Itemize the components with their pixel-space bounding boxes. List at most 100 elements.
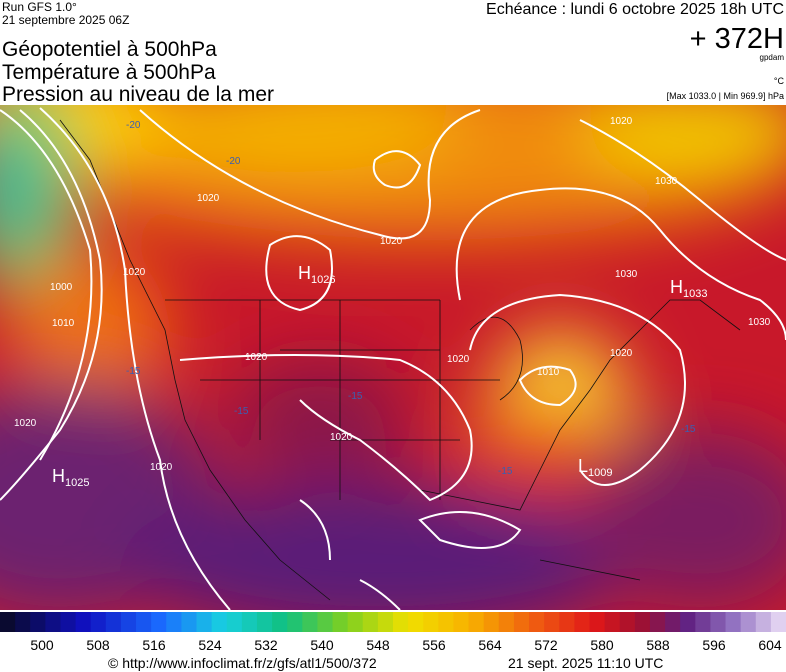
colorbar-swatch bbox=[619, 612, 636, 632]
isobar-label: 1020 bbox=[14, 418, 37, 429]
temperature-label: -15 bbox=[234, 406, 249, 417]
pressure-range: [Max 1033.0 | Min 969.9] hPa bbox=[667, 91, 784, 101]
isobar-label: 1010 bbox=[537, 367, 560, 378]
temperature-labels: -20 -20 -15 -15 -15 -15 -15 bbox=[126, 120, 696, 477]
center-value: 1025 bbox=[65, 477, 89, 489]
colorbar-swatch bbox=[574, 612, 590, 632]
colorbar-label: 596 bbox=[702, 637, 726, 653]
isobar-label: 1020 bbox=[123, 267, 146, 278]
colorbar-swatch bbox=[75, 612, 92, 632]
colorbar-swatch bbox=[453, 612, 470, 632]
colorbar-swatch bbox=[332, 612, 349, 632]
center-type: H bbox=[52, 466, 65, 486]
colorbar-swatch bbox=[196, 612, 213, 632]
isobar-label: 1020 bbox=[330, 432, 353, 443]
timestamp: 21 sept. 2025 11:10 UTC bbox=[508, 655, 663, 671]
map: 1020 1020 1020 1000 1010 1020 1020 1020 … bbox=[0, 105, 786, 610]
colorbar-label: 604 bbox=[758, 637, 782, 653]
colorbar-swatch bbox=[45, 612, 61, 632]
colorbar-swatch bbox=[755, 612, 772, 632]
colorbar-swatch bbox=[423, 612, 439, 632]
valid-time: Echéance : lundi 6 octobre 2025 18h UTC bbox=[486, 1, 784, 18]
pressure-center: H1033 bbox=[670, 277, 707, 300]
isobars bbox=[0, 107, 786, 610]
field-title: Géopotentiel à 500hPa bbox=[2, 38, 217, 61]
colorbar-swatch bbox=[136, 612, 152, 632]
colorbar-swatch bbox=[302, 612, 318, 632]
colorbar-swatch bbox=[166, 612, 182, 632]
colorbar-swatch bbox=[770, 612, 786, 632]
colorbar-swatch bbox=[105, 612, 122, 632]
center-type: L bbox=[578, 456, 588, 476]
colorbar: 500 508 516 524 532 540 548 556 564 572 580 588 596 6… bbox=[0, 612, 786, 653]
colorbar-swatch bbox=[710, 612, 727, 632]
colorbar-swatch bbox=[498, 612, 515, 632]
isobar-label: 1020 bbox=[610, 348, 633, 359]
temperature-label: -15 bbox=[348, 391, 363, 402]
center-value: 1026 bbox=[311, 274, 335, 286]
colorbar-label: 524 bbox=[198, 637, 222, 653]
center-type: H bbox=[670, 277, 683, 297]
pressure-centers: H1026 H1033 H1025 L1009 bbox=[52, 263, 707, 489]
pressure-center: H1025 bbox=[52, 466, 89, 489]
header: Run GFS 1.0° 21 septembre 2025 06Z Géopo… bbox=[2, 0, 784, 106]
colorbar-swatch bbox=[181, 612, 197, 632]
colorbar-label: 564 bbox=[478, 637, 502, 653]
run-date: 21 septembre 2025 06Z bbox=[2, 13, 129, 27]
colorbar-swatch bbox=[211, 612, 228, 632]
colorbar-swatch bbox=[544, 612, 560, 632]
colorbar-swatch bbox=[60, 612, 77, 632]
colorbar-label: 548 bbox=[366, 637, 390, 653]
colorbar-label: 588 bbox=[646, 637, 670, 653]
colorbar-swatch bbox=[649, 612, 666, 632]
colorbar-swatch bbox=[559, 612, 575, 632]
isobar-label: 1010 bbox=[52, 318, 75, 329]
isobar-label: 1020 bbox=[610, 116, 633, 127]
temperature-label: -15 bbox=[126, 366, 141, 377]
isobar-label: 1020 bbox=[245, 352, 268, 363]
colorbar-swatch bbox=[256, 612, 273, 632]
colorbar-swatch bbox=[347, 612, 364, 632]
colorbar-label: 580 bbox=[590, 637, 614, 653]
field-title: Température à 500hPa bbox=[2, 61, 216, 84]
colorbar-swatch bbox=[589, 612, 606, 632]
colorbar-swatch bbox=[90, 612, 107, 632]
colorbar-swatch bbox=[740, 612, 757, 632]
isobar-label: 1020 bbox=[197, 193, 220, 204]
colorbar-label: 540 bbox=[310, 637, 334, 653]
colorbar-swatch bbox=[287, 612, 303, 632]
colorbar-swatch bbox=[0, 612, 16, 632]
unit-geo: gpdam bbox=[760, 53, 785, 62]
temperature-field bbox=[0, 105, 786, 610]
isobar-labels: 1020 1020 1020 1000 1010 1020 1020 1020 … bbox=[14, 116, 771, 473]
colorbar-swatch bbox=[151, 612, 167, 632]
colorbar-label: 508 bbox=[86, 637, 110, 653]
colorbar-label: 572 bbox=[534, 637, 558, 653]
center-value: 1009 bbox=[588, 467, 612, 479]
temperature-label: -20 bbox=[126, 120, 141, 131]
colorbar-swatch bbox=[30, 612, 46, 632]
isobar-label: 1020 bbox=[380, 236, 403, 247]
colorbar-swatch bbox=[362, 612, 379, 632]
isobar-label: 1030 bbox=[748, 317, 771, 328]
isobar-label: 1020 bbox=[150, 462, 173, 473]
isobar-label: 1000 bbox=[50, 282, 73, 293]
run: Run GFS 1.0° bbox=[2, 0, 77, 14]
colorbar-swatch bbox=[393, 612, 409, 632]
colorbar-swatch bbox=[483, 612, 500, 632]
colorbar-swatch bbox=[513, 612, 530, 632]
colorbar-swatch bbox=[438, 612, 454, 632]
colorbar-label: 500 bbox=[30, 637, 54, 653]
colorbar-label: 532 bbox=[254, 637, 278, 653]
colorbar-swatch bbox=[408, 612, 424, 632]
center-type: H bbox=[298, 263, 311, 283]
colorbar-swatch bbox=[120, 612, 137, 632]
colorbar-swatch bbox=[634, 612, 651, 632]
lead-time: + 372H bbox=[690, 23, 784, 55]
pressure-center: H1026 bbox=[298, 263, 335, 286]
colorbar-swatch bbox=[665, 612, 681, 632]
temperature-label: -20 bbox=[226, 156, 241, 167]
field-title: Pression au niveau de la mer bbox=[2, 83, 274, 106]
footer: © http://www.infoclimat.fr/z/gfs/atl1/50… bbox=[108, 655, 663, 671]
